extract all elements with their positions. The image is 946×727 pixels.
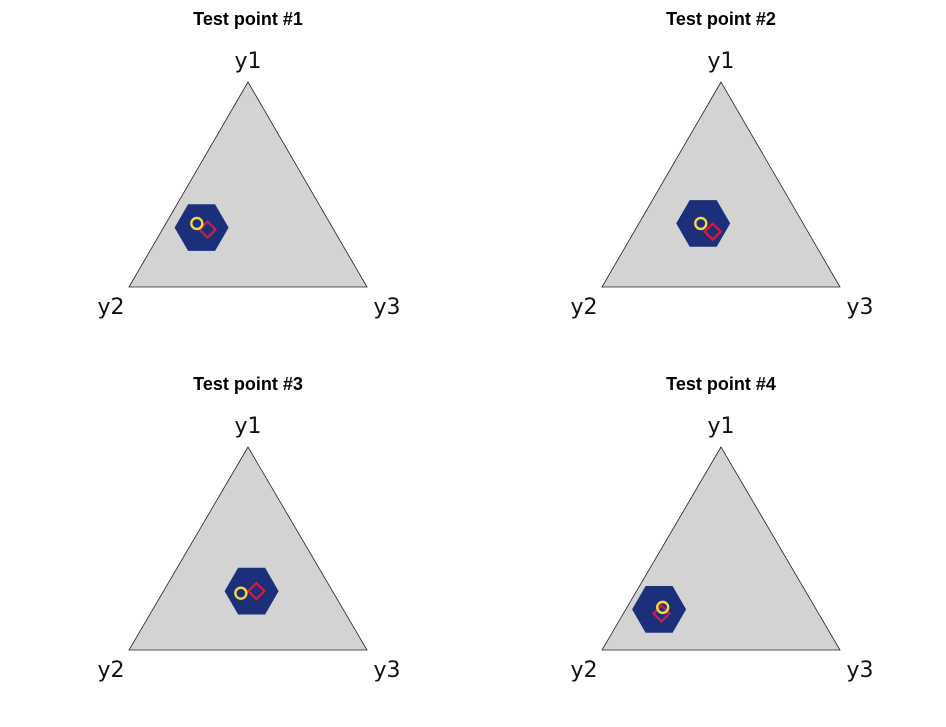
circle-marker: [655, 600, 670, 615]
vertex-label-y2: y2: [97, 295, 124, 320]
vertex-label-y1: y1: [234, 49, 261, 74]
ternary-triangle: [601, 81, 841, 288]
panel-title: Test point #3: [193, 374, 303, 394]
vertex-label-y1: y1: [707, 49, 734, 74]
ternary-triangle: [128, 81, 368, 288]
circle-marker: [234, 586, 248, 600]
ternary-panel-2: Test point #2 y1 y2 y3: [570, 9, 873, 320]
ternary-triangle: [128, 446, 368, 651]
vertex-label-y3: y3: [373, 295, 400, 320]
vertex-label-y2: y2: [97, 658, 124, 683]
ternary-panel-4: Test point #4 y1 y2 y3: [570, 374, 873, 683]
circle-marker: [190, 216, 204, 231]
vertex-label-y3: y3: [846, 295, 873, 320]
panel-title: Test point #1: [193, 9, 303, 29]
vertex-label-y1: y1: [234, 414, 261, 439]
ternary-panel-3: Test point #3 y1 y2 y3: [97, 374, 400, 683]
vertex-label-y3: y3: [373, 658, 400, 683]
ternary-triangle: [601, 446, 841, 651]
diamond-marker: [703, 222, 723, 242]
vertex-label-y2: y2: [570, 295, 597, 320]
diamond-marker: [246, 581, 266, 601]
vertex-label-y1: y1: [707, 414, 734, 439]
circle-marker: [694, 216, 708, 231]
ternary-panel-1: Test point #1 y1 y2 y3: [97, 9, 400, 320]
vertex-label-y2: y2: [570, 658, 597, 683]
vertex-label-y3: y3: [846, 658, 873, 683]
panel-title: Test point #4: [666, 374, 776, 394]
panel-title: Test point #2: [666, 9, 776, 29]
hexagon-region: [224, 567, 279, 615]
